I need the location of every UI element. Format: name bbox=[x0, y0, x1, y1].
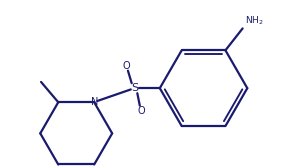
Text: NH$_2$: NH$_2$ bbox=[245, 14, 264, 27]
Text: O: O bbox=[138, 106, 146, 116]
Text: O: O bbox=[122, 61, 130, 71]
Text: N: N bbox=[91, 97, 98, 107]
Text: S: S bbox=[131, 83, 138, 93]
